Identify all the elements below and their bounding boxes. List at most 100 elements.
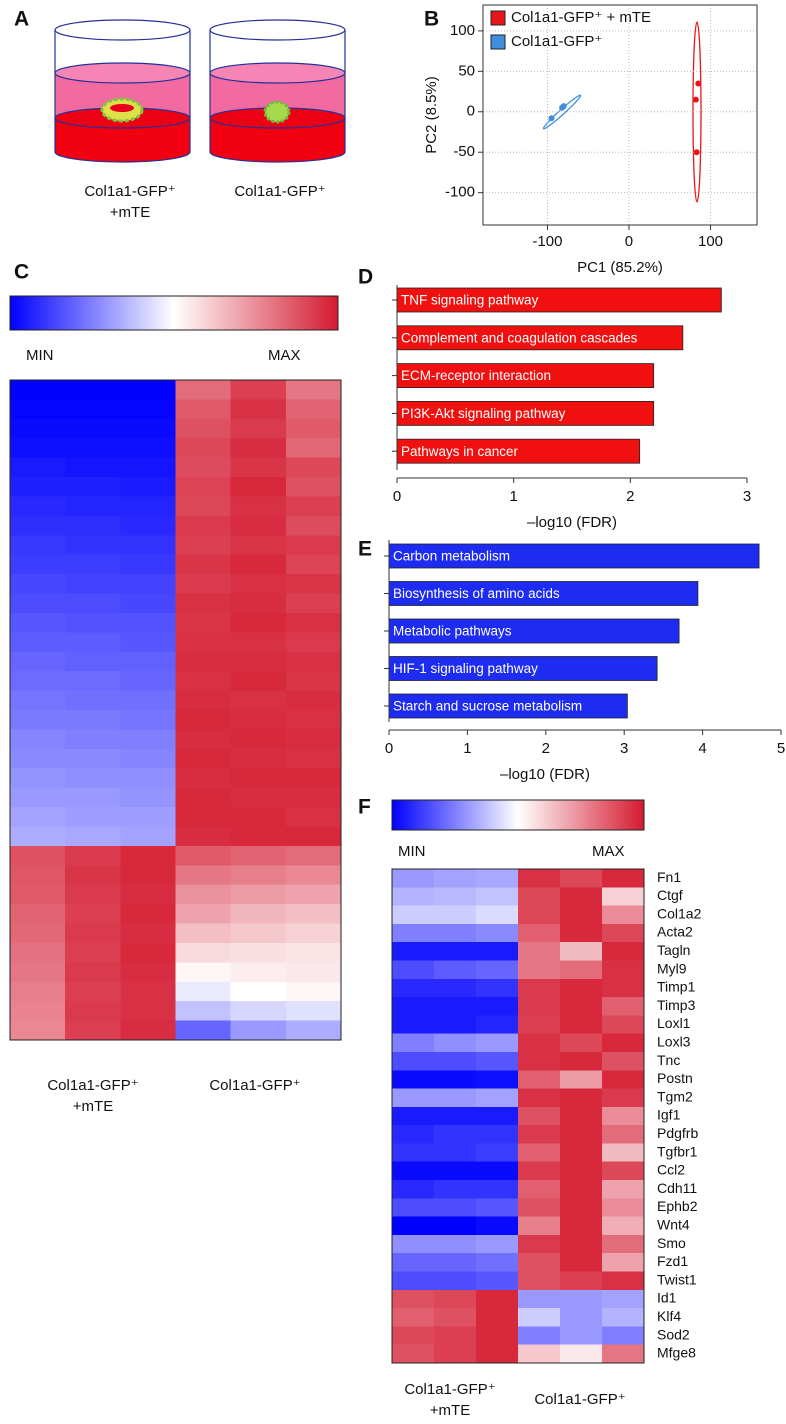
heatmap-cell — [602, 1234, 645, 1254]
heatmap-cell — [285, 904, 342, 924]
bar-label: Complement and coagulation cascades — [401, 330, 638, 345]
bar — [388, 618, 680, 644]
heatmap-cell — [285, 651, 342, 672]
heatmap-cell — [560, 960, 603, 980]
heatmap-cell — [285, 535, 342, 556]
heatmap-cell — [518, 1198, 561, 1218]
heatmap-cell — [518, 869, 561, 888]
heatmap-cell — [560, 1106, 603, 1126]
heatmap-cell — [65, 535, 121, 556]
heatmap-cell — [230, 1020, 287, 1041]
heatmap-cell — [120, 962, 176, 983]
row-label: Tgm2 — [657, 1088, 693, 1104]
heatmap-cell — [120, 651, 176, 672]
heatmap-cell — [120, 399, 176, 420]
heatmap-cell — [175, 962, 232, 983]
heatmap-cell — [120, 535, 176, 556]
heatmap-cell — [476, 1106, 519, 1126]
heatmap-cell — [476, 960, 519, 980]
heatmap-cell — [476, 1344, 519, 1364]
heatmap-cell — [434, 1271, 477, 1291]
colorbar-min-label: MIN — [398, 843, 426, 860]
heatmap-cell — [285, 1020, 342, 1041]
heatmap-cell — [392, 1234, 435, 1254]
heatmap-cell — [476, 1326, 519, 1346]
heatmap-cell — [10, 962, 66, 983]
heatmap-cell — [120, 574, 176, 594]
heatmap-cell — [65, 768, 121, 789]
heatmap-cell — [175, 477, 232, 497]
heatmap-cell — [175, 884, 232, 905]
heatmap-cell — [434, 869, 477, 888]
heatmap-cell — [10, 438, 66, 459]
heatmap-cell — [120, 748, 176, 769]
heatmap-cell — [285, 942, 342, 963]
heatmap-cell — [230, 477, 287, 497]
heatmap-cell — [230, 380, 287, 400]
heatmap-cell — [10, 826, 66, 847]
heatmap-cell — [476, 1216, 519, 1236]
heatmap-cell — [65, 690, 121, 711]
heatmap-cell — [602, 997, 645, 1016]
heatmap-cell — [518, 1271, 561, 1291]
point — [695, 80, 702, 87]
heatmap-cell — [10, 768, 66, 789]
heatmap-cell — [560, 1253, 603, 1272]
panel-letter: D — [358, 266, 373, 289]
row-label: Tnc — [657, 1052, 680, 1068]
condition-label: +mTE — [110, 204, 150, 221]
x-tick-label: 0 — [625, 233, 633, 250]
heatmap-cell — [518, 1289, 561, 1309]
row-label: Ccl2 — [657, 1162, 685, 1178]
heatmap-cell — [392, 1125, 435, 1144]
bar-label: HIF-1 signaling pathway — [393, 661, 538, 676]
heatmap-cell — [434, 1051, 477, 1071]
bar-label: Carbon metabolism — [393, 549, 510, 564]
heatmap-cell — [392, 997, 435, 1016]
heatmap-cell — [518, 1051, 561, 1071]
heatmap-cell — [560, 1125, 603, 1144]
heatmap-cell — [10, 942, 66, 963]
heatmap-cell — [230, 826, 287, 847]
heatmap-cell — [434, 1088, 477, 1108]
x-axis-label: –log10 (FDR) — [500, 766, 590, 783]
heatmap-cell — [285, 807, 342, 827]
heatmap-cell — [285, 574, 342, 594]
column-group-label: Col1a1-GFP⁺ — [209, 1077, 300, 1094]
heatmap-cell — [120, 671, 176, 691]
row-label: Tgfbr1 — [657, 1143, 698, 1159]
heatmap-cell — [175, 710, 232, 730]
heatmap-cell — [120, 787, 176, 808]
heatmap-cell — [560, 1308, 603, 1327]
heatmap-cell — [10, 477, 66, 497]
heatmap-cell — [392, 905, 435, 925]
heatmap-cell — [230, 942, 287, 963]
heatmap-cell — [65, 457, 121, 478]
heatmap-cell — [65, 418, 121, 439]
heatmap-cell — [120, 612, 176, 633]
heatmap-cell — [392, 960, 435, 980]
heatmap-cell — [476, 978, 519, 998]
row-label: Postn — [657, 1070, 693, 1086]
heatmap-cell — [392, 1015, 435, 1035]
heatmap-cell — [10, 710, 66, 730]
heatmap-cell — [434, 1143, 477, 1163]
heatmap-cell — [175, 632, 232, 653]
heatmap-cell — [392, 1344, 435, 1364]
heatmap-cell — [65, 380, 121, 400]
heatmap-cell — [518, 997, 561, 1016]
column-group-label: +mTE — [430, 1402, 470, 1419]
heatmap-cell — [560, 1180, 603, 1199]
heatmap-cell — [230, 690, 287, 711]
heatmap-cell — [602, 1070, 645, 1089]
colorbar — [9, 295, 339, 331]
panel-letter: C — [14, 261, 29, 284]
heatmap-cell — [285, 690, 342, 711]
heatmap-cell — [65, 671, 121, 691]
bar — [388, 543, 760, 569]
heatmap-cell — [602, 1051, 645, 1071]
panel-letter: A — [14, 8, 29, 31]
heatmap-cell — [392, 923, 435, 943]
bar — [396, 400, 655, 426]
